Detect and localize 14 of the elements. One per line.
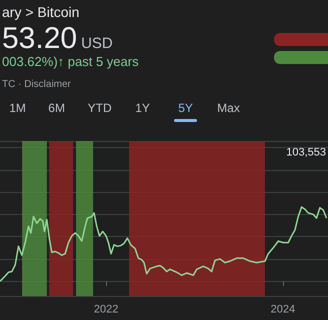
- x-tick-label: 2022: [94, 304, 118, 316]
- chart-title: ary > Bitcoin: [2, 4, 80, 20]
- text: 6M: [48, 101, 65, 115]
- text: 1Y: [135, 101, 150, 115]
- text: 1M: [9, 101, 26, 115]
- text: 5Y: [178, 101, 193, 115]
- text: Max: [217, 101, 240, 115]
- text: USD: [81, 35, 113, 52]
- chart-subtitle: 53.20: [2, 22, 78, 55]
- text: TC · Disclaimer: [2, 79, 71, 90]
- text: 003.62%)↑ past 5 years: [2, 54, 139, 69]
- x-tick-label: 2024: [270, 304, 296, 316]
- text: YTD: [88, 101, 112, 115]
- text: 103,553: [286, 146, 326, 158]
